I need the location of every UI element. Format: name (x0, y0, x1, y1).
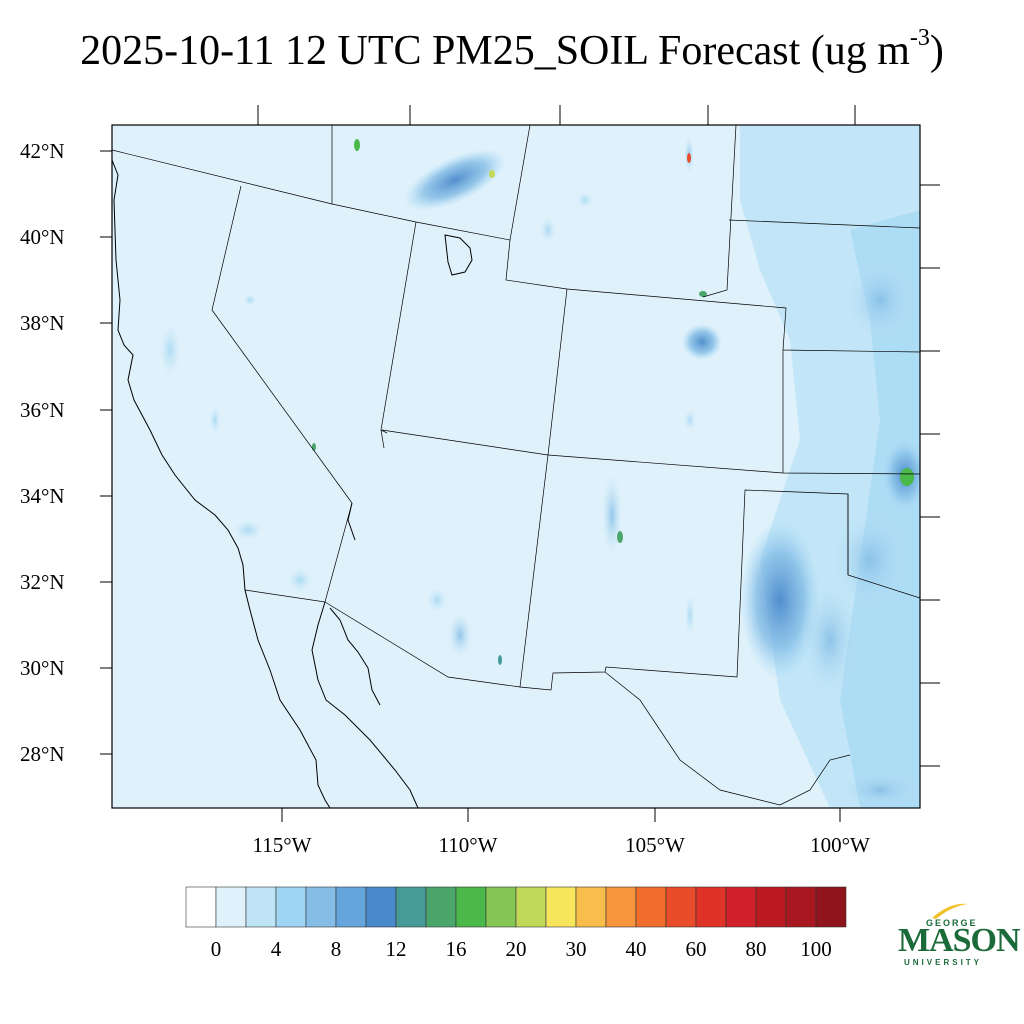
colorado-plume (682, 324, 722, 360)
colorbar-label: 80 (746, 937, 767, 961)
lat-label: 28°N (20, 742, 65, 766)
colorbar-swatch (305, 886, 337, 928)
colorbar-label: 16 (446, 937, 467, 961)
logo-swoosh-icon (932, 903, 968, 919)
patch (685, 595, 695, 635)
kansas-plume (845, 260, 915, 340)
colorbar-swatch (815, 886, 847, 928)
colorbar-swatch (545, 886, 577, 928)
arizona-plume-2 (427, 588, 447, 612)
lat-label: 32°N (20, 570, 65, 594)
colorbar-label: 60 (686, 937, 707, 961)
colorbar-swatch (365, 886, 397, 928)
nebraska-hotspot (687, 153, 691, 163)
colorbar-label: 4 (271, 937, 282, 961)
idaho-hotspot (354, 139, 360, 151)
colorbar-swatch (215, 886, 247, 928)
logo-mason: MASON (898, 922, 1021, 959)
patch (210, 406, 220, 434)
patch (577, 192, 593, 208)
colorbar-label: 8 (331, 937, 342, 961)
colorbar-swatch (755, 886, 787, 928)
texas-plume-2 (800, 580, 860, 700)
concentration-field (160, 125, 920, 808)
texas-south-plume (840, 772, 920, 808)
logo-university: UNIVERSITY (904, 958, 983, 967)
colorbar-swatch (185, 886, 217, 928)
newmexico-plume (602, 475, 622, 555)
arizona-plume (448, 613, 472, 657)
patch (540, 218, 556, 242)
axis-ticks (100, 105, 940, 822)
lon-label: 105°W (625, 833, 685, 857)
lat-label: 38°N (20, 311, 65, 335)
patch (244, 294, 256, 306)
colorbar-label: 100 (800, 937, 832, 961)
texas-plume-3 (830, 510, 910, 610)
colorbar-label: 30 (566, 937, 587, 961)
patch (684, 410, 696, 430)
nevada-hotspot (312, 443, 316, 451)
coastline (112, 159, 473, 808)
colorbar-swatch (515, 886, 547, 928)
colorado-north-hotspot (699, 291, 707, 297)
lon-label: 115°W (253, 833, 312, 857)
title-close: ) (929, 28, 944, 74)
lon-label: 100°W (810, 833, 870, 857)
colorbar-swatch (395, 886, 427, 928)
colorbar-swatch (575, 886, 607, 928)
lon-label: 110°W (439, 833, 498, 857)
colorbar-swatch (785, 886, 817, 928)
lat-label: 40°N (20, 225, 65, 249)
colorbar-label: 0 (211, 937, 222, 961)
colorbar-swatch (635, 886, 667, 928)
wyoming-plume (404, 149, 506, 211)
colorbar (185, 886, 847, 928)
colorbar-swatch (335, 886, 367, 928)
colorbar-swatch (455, 886, 487, 928)
wyoming-hotspot (489, 170, 495, 178)
colorbar-swatch (695, 886, 727, 928)
colorbar-label: 40 (626, 937, 647, 961)
colorbar-swatch (665, 886, 697, 928)
lat-label: 42°N (20, 139, 65, 163)
newmexico-hotspot (617, 531, 623, 543)
colorbar-swatch (245, 886, 277, 928)
lat-label: 36°N (20, 398, 65, 422)
lat-label: 30°N (20, 656, 65, 680)
colorbar-swatch (605, 886, 637, 928)
plains-band-2 (840, 210, 920, 808)
title-text: 2025-10-11 12 UTC PM25_SOIL Forecast (ug… (80, 28, 910, 74)
arizona-hotspot (498, 655, 502, 665)
logo-george: GEORGE (926, 918, 978, 928)
colorbar-swatch (275, 886, 307, 928)
colorbar-swatch (425, 886, 457, 928)
map-frame (111, 124, 921, 809)
oklahoma-hotspot-core (900, 468, 914, 486)
colorbar-swatch (725, 886, 757, 928)
california-plume-2 (234, 520, 262, 540)
california-plume (288, 568, 312, 592)
map-title: 2025-10-11 12 UTC PM25_SOIL Forecast (ug… (0, 26, 1024, 74)
colorbar-swatch (485, 886, 517, 928)
colorbar-label: 12 (386, 937, 407, 961)
title-superscript: -3 (909, 25, 930, 51)
colorbar-label: 20 (506, 937, 527, 961)
gmu-logo: GEORGE MASON UNIVERSITY (896, 900, 1021, 970)
colorbar-labels: 0 4 8 12 16 20 30 40 60 80 100 (211, 937, 832, 961)
lat-label: 34°N (20, 484, 65, 508)
california-plume-3 (160, 325, 180, 375)
political-borders (112, 125, 920, 806)
